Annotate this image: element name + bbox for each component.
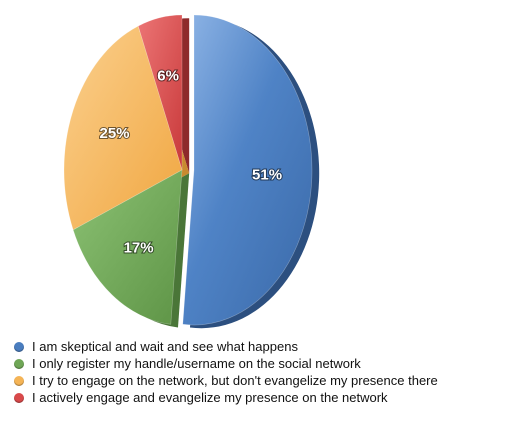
slice-value-label-0: 51% (252, 167, 282, 184)
legend-swatch-0 (14, 341, 24, 352)
slice-value-label-2: 25% (100, 125, 130, 142)
pie-slice-1 (72, 169, 183, 325)
pie-slice-2 (63, 25, 183, 231)
legend-swatch-3 (14, 392, 24, 403)
pie-slice-3 (137, 14, 183, 171)
legend: I am skeptical and wait and see what hap… (14, 338, 438, 406)
legend-label-1: I only register my handle/username on th… (32, 356, 361, 371)
legend-swatch-1 (14, 358, 24, 369)
pie-chart: 51% 17% 25% 6% (63, 14, 320, 329)
slice-value-label-1: 17% (124, 239, 154, 256)
legend-item: I only register my handle/username on th… (14, 355, 438, 372)
slice-value-label-3: 6% (157, 68, 179, 85)
legend-item: I am skeptical and wait and see what hap… (14, 338, 438, 355)
legend-label-3: I actively engage and evangelize my pres… (32, 390, 388, 405)
legend-label-0: I am skeptical and wait and see what hap… (32, 339, 298, 354)
legend-label-2: I try to engage on the network, but don'… (32, 373, 438, 388)
legend-item: I try to engage on the network, but don'… (14, 372, 438, 389)
legend-swatch-2 (14, 375, 24, 386)
pie-slice-0 (182, 14, 313, 326)
legend-item: I actively engage and evangelize my pres… (14, 389, 438, 406)
